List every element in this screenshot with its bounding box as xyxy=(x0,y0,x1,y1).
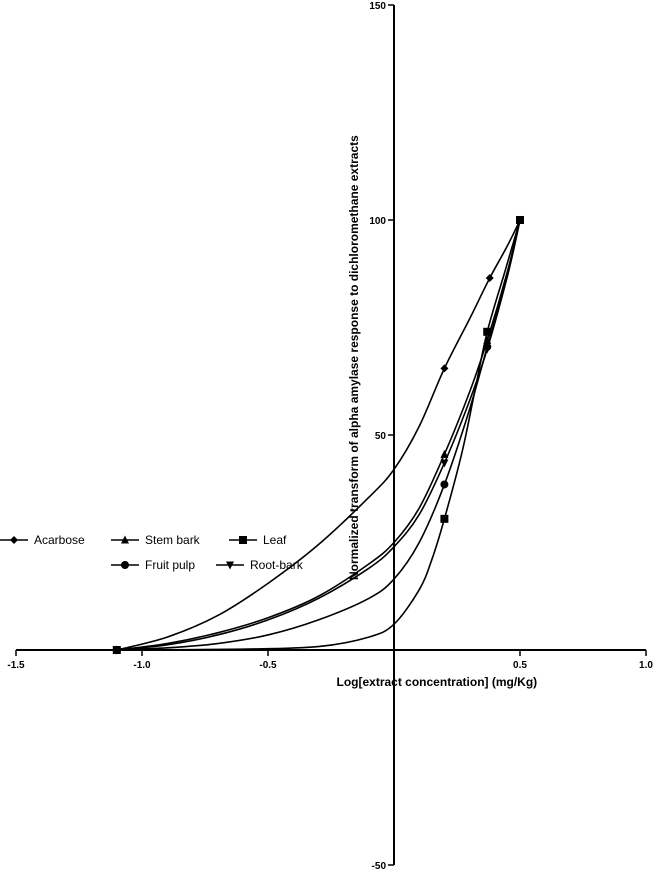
legend-marker-acarbose xyxy=(10,536,18,544)
series-line-root-bark xyxy=(116,219,521,651)
legend-marker-leaf xyxy=(239,536,247,544)
series-line-leaf xyxy=(116,219,521,651)
data-point-root-bark xyxy=(440,459,449,468)
legend-label: Acarbose xyxy=(34,533,85,547)
data-point-leaf xyxy=(440,514,449,523)
y-axis-title: Normalized transform of alpha amylase re… xyxy=(347,135,361,580)
y-tick-label: 150 xyxy=(369,1,386,12)
series-line-stem-bark xyxy=(116,219,521,651)
legend-marker-fruit-pulp xyxy=(121,561,129,569)
data-point-root-bark xyxy=(516,216,524,225)
x-tick-label: -1.0 xyxy=(133,660,151,671)
data-point-fruit-pulp xyxy=(440,480,449,489)
x-tick-label: -1.5 xyxy=(7,660,25,671)
legend-item-acarbose: Acarbose xyxy=(0,533,85,547)
legend-item-root-bark: Root-bark xyxy=(216,558,304,572)
data-point-leaf xyxy=(483,327,492,336)
ticks: -1.5 -1.0 -0.5 0.5 1.0 -50 50 100 150 xyxy=(7,1,653,869)
y-tick-label: -50 xyxy=(372,861,387,869)
data-point-root-bark xyxy=(483,345,492,354)
data-point-acarbose xyxy=(440,364,449,373)
data-point-root-bark xyxy=(112,646,121,655)
legend: Acarbose Stem bark Leaf Fruit pulp Root-bark xyxy=(0,533,304,572)
series-line-acarbose xyxy=(116,219,521,651)
legend-label: Fruit pulp xyxy=(145,558,195,572)
markers xyxy=(112,215,524,655)
data-point-stem-bark xyxy=(483,335,492,344)
legend-marker-stem-bark xyxy=(121,535,129,544)
data-point-acarbose xyxy=(485,274,494,283)
y-tick-label: 100 xyxy=(369,216,386,227)
y-tick-label: 50 xyxy=(375,431,387,442)
curves xyxy=(116,219,521,651)
x-tick-label: 1.0 xyxy=(639,660,653,671)
series-line-fruit-pulp xyxy=(116,219,521,651)
legend-item-leaf: Leaf xyxy=(229,533,287,547)
legend-item-stem-bark: Stem bark xyxy=(111,533,201,547)
axes xyxy=(16,5,646,865)
legend-marker-root-bark xyxy=(226,561,234,570)
x-tick-label: 0.5 xyxy=(513,660,527,671)
legend-label: Leaf xyxy=(263,533,287,547)
data-point-stem-bark xyxy=(440,449,449,458)
legend-label: Root-bark xyxy=(250,558,304,572)
legend-label: Stem bark xyxy=(145,533,201,547)
legend-item-fruit-pulp: Fruit pulp xyxy=(111,558,195,572)
x-axis-title: Log[extract concentration] (mg/Kg) xyxy=(337,675,538,689)
x-tick-label: -0.5 xyxy=(259,660,277,671)
